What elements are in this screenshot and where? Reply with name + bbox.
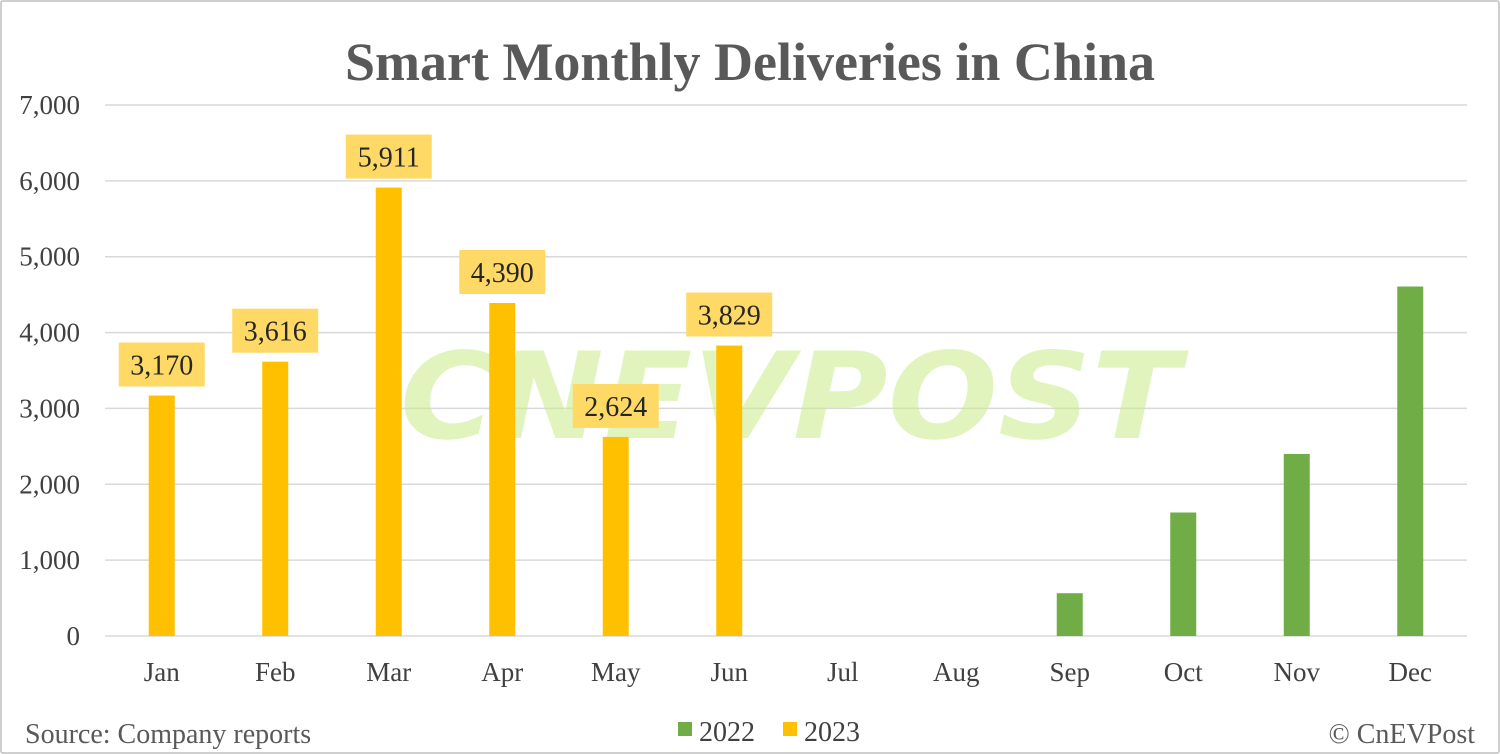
data-label-text: 2,624 bbox=[584, 392, 647, 423]
data-label-bg bbox=[572, 383, 659, 428]
data-label-bg bbox=[232, 308, 319, 353]
bar-2022-dec bbox=[1397, 286, 1424, 636]
data-label: 3,170 bbox=[118, 342, 205, 387]
x-tick-label: Aug bbox=[933, 657, 980, 687]
y-tick-label: 3,000 bbox=[19, 393, 80, 423]
data-label: 3,616 bbox=[232, 308, 319, 353]
data-label-bg bbox=[459, 249, 546, 294]
x-tick-label: Apr bbox=[481, 657, 523, 687]
y-tick-label: 0 bbox=[67, 621, 81, 651]
legend-label-2023: 2023 bbox=[804, 717, 860, 748]
data-label-text: 3,829 bbox=[698, 301, 761, 332]
data-label-bg bbox=[345, 134, 432, 179]
y-tick-label: 6,000 bbox=[19, 166, 80, 196]
x-tick-label: Jan bbox=[144, 657, 180, 687]
x-tick-label: Dec bbox=[1389, 657, 1432, 687]
credit-note: © CnEVPost bbox=[1328, 719, 1475, 750]
data-label: 4,390 bbox=[459, 249, 546, 294]
x-tick-label: Feb bbox=[255, 657, 296, 687]
bar-2022-nov bbox=[1283, 453, 1310, 636]
data-label-text: 4,390 bbox=[471, 258, 534, 289]
bars bbox=[148, 187, 1424, 636]
y-tick-label: 7,000 bbox=[19, 90, 80, 120]
legend-swatch-2022 bbox=[678, 722, 692, 736]
bar-2022-sep bbox=[1056, 593, 1083, 636]
bar-2023-jan bbox=[148, 395, 175, 636]
legend: 2022 2023 bbox=[678, 717, 860, 748]
x-tick-label: May bbox=[591, 657, 641, 687]
x-tick-label: Jun bbox=[710, 657, 748, 687]
y-axis-ticks: 0 1,000 2,000 3,000 4,000 5,000 6,000 7,000 bbox=[19, 90, 80, 651]
bar-2023-may bbox=[602, 436, 629, 636]
bar-2022-oct bbox=[1170, 512, 1197, 636]
y-tick-label: 1,000 bbox=[19, 545, 80, 575]
data-label-bg bbox=[686, 292, 773, 337]
x-tick-label: Oct bbox=[1164, 657, 1203, 687]
x-tick-label: Nov bbox=[1274, 657, 1321, 687]
data-label-text: 5,911 bbox=[358, 143, 420, 174]
watermark: CNEVPOST bbox=[400, 328, 1189, 467]
data-label-bg bbox=[118, 342, 205, 387]
data-label: 2,624 bbox=[572, 383, 659, 428]
gridlines bbox=[105, 104, 1467, 637]
bar-2023-jun bbox=[716, 345, 743, 636]
data-label-text: 3,616 bbox=[244, 317, 307, 348]
x-tick-label: Jul bbox=[827, 657, 859, 687]
chart-title: Smart Monthly Deliveries in China bbox=[345, 32, 1155, 92]
source-note: Source: Company reports bbox=[25, 719, 311, 750]
legend-label-2022: 2022 bbox=[699, 717, 755, 748]
bar-2023-apr bbox=[489, 302, 516, 636]
data-label: 5,911 bbox=[345, 134, 432, 179]
x-tick-label: Mar bbox=[366, 657, 411, 687]
data-label-text: 3,170 bbox=[130, 351, 193, 382]
bar-2023-mar bbox=[375, 187, 402, 636]
data-label: 3,829 bbox=[686, 292, 773, 337]
x-axis-ticks: Jan Feb Mar Apr May Jun Jul Aug Sep Oct Nov Dec bbox=[144, 657, 1432, 687]
legend-swatch-2023 bbox=[783, 722, 797, 736]
y-tick-label: 5,000 bbox=[19, 242, 80, 272]
y-tick-label: 2,000 bbox=[19, 469, 80, 499]
x-tick-label: Sep bbox=[1050, 657, 1091, 687]
data-labels: 3,170 3,616 5,911 4,390 2,624 3,829 bbox=[118, 134, 773, 428]
bar-2023-feb bbox=[262, 361, 289, 636]
y-tick-label: 4,000 bbox=[19, 318, 80, 348]
